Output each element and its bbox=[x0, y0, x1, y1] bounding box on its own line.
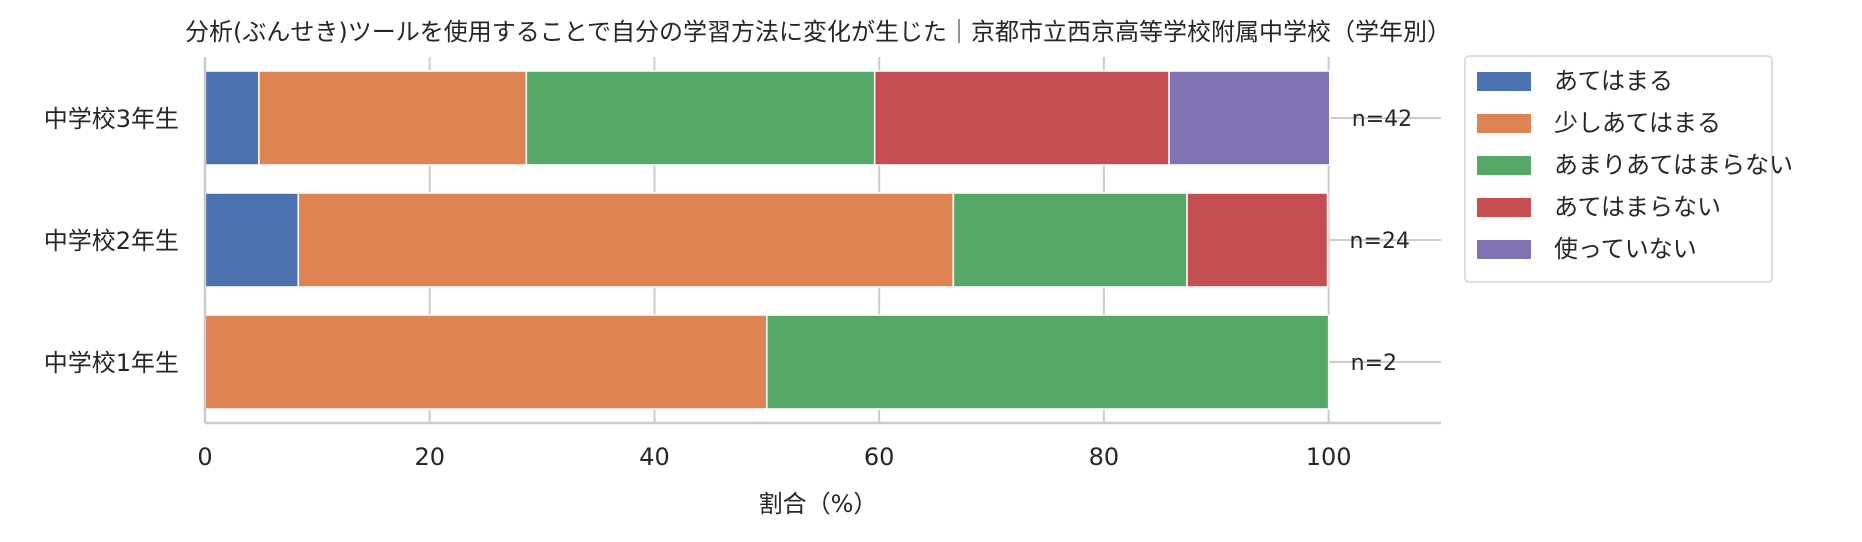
x-axis-title: 割合（%） bbox=[759, 490, 878, 518]
legend-swatch bbox=[1477, 240, 1531, 259]
x-tick-label: 100 bbox=[1306, 443, 1352, 471]
sample-size-label: n=2 bbox=[1351, 351, 1397, 376]
x-tick-label: 0 bbox=[197, 443, 212, 471]
legend-label: あてはまる bbox=[1554, 67, 1673, 95]
bar-segment bbox=[766, 314, 1330, 410]
x-tick-label: 80 bbox=[1089, 443, 1120, 471]
axis-labels: 中学校3年生 n=42 中学校2年生 n=24 中学校1年生 n=2 0 20 40 60 80 10… bbox=[44, 105, 1412, 471]
legend-label: 使っていない bbox=[1554, 235, 1697, 263]
bar-segment bbox=[204, 314, 768, 410]
bar-segment bbox=[204, 70, 260, 166]
x-tick-label: 40 bbox=[639, 443, 670, 471]
y-tick-label: 中学校3年生 bbox=[44, 105, 179, 133]
y-tick-label: 中学校2年生 bbox=[44, 227, 179, 255]
bar-segment bbox=[297, 192, 955, 288]
sample-size-label: n=42 bbox=[1352, 107, 1412, 132]
legend-swatch bbox=[1477, 114, 1531, 133]
sample-size-label: n=24 bbox=[1350, 229, 1410, 254]
legend-label: あまりあてはまらない bbox=[1554, 151, 1793, 179]
legend-frame bbox=[1464, 55, 1773, 283]
legend-label: 少しあてはまる bbox=[1554, 109, 1721, 137]
bar-segment bbox=[873, 70, 1170, 166]
legend-swatch bbox=[1477, 156, 1531, 175]
legend-swatch bbox=[1477, 72, 1531, 91]
legend-swatch bbox=[1477, 198, 1531, 217]
x-tick-label: 20 bbox=[414, 443, 445, 471]
x-tick-label: 60 bbox=[864, 443, 895, 471]
axes bbox=[203, 57, 1441, 425]
bar-segment bbox=[952, 192, 1188, 288]
bar-segment bbox=[1186, 192, 1329, 288]
bar-segment bbox=[258, 70, 528, 166]
bar-segment bbox=[1168, 70, 1331, 166]
bar-segment bbox=[525, 70, 876, 166]
bar-segment bbox=[204, 192, 300, 288]
y-tick-label: 中学校1年生 bbox=[44, 349, 179, 377]
bar-segments bbox=[204, 70, 1331, 410]
legend-label: あてはまらない bbox=[1554, 193, 1721, 221]
chart-title: 分析(ぶんせき)ツールを使用することで自分の学習方法に変化が生じた｜京都市立西京… bbox=[185, 18, 1451, 46]
